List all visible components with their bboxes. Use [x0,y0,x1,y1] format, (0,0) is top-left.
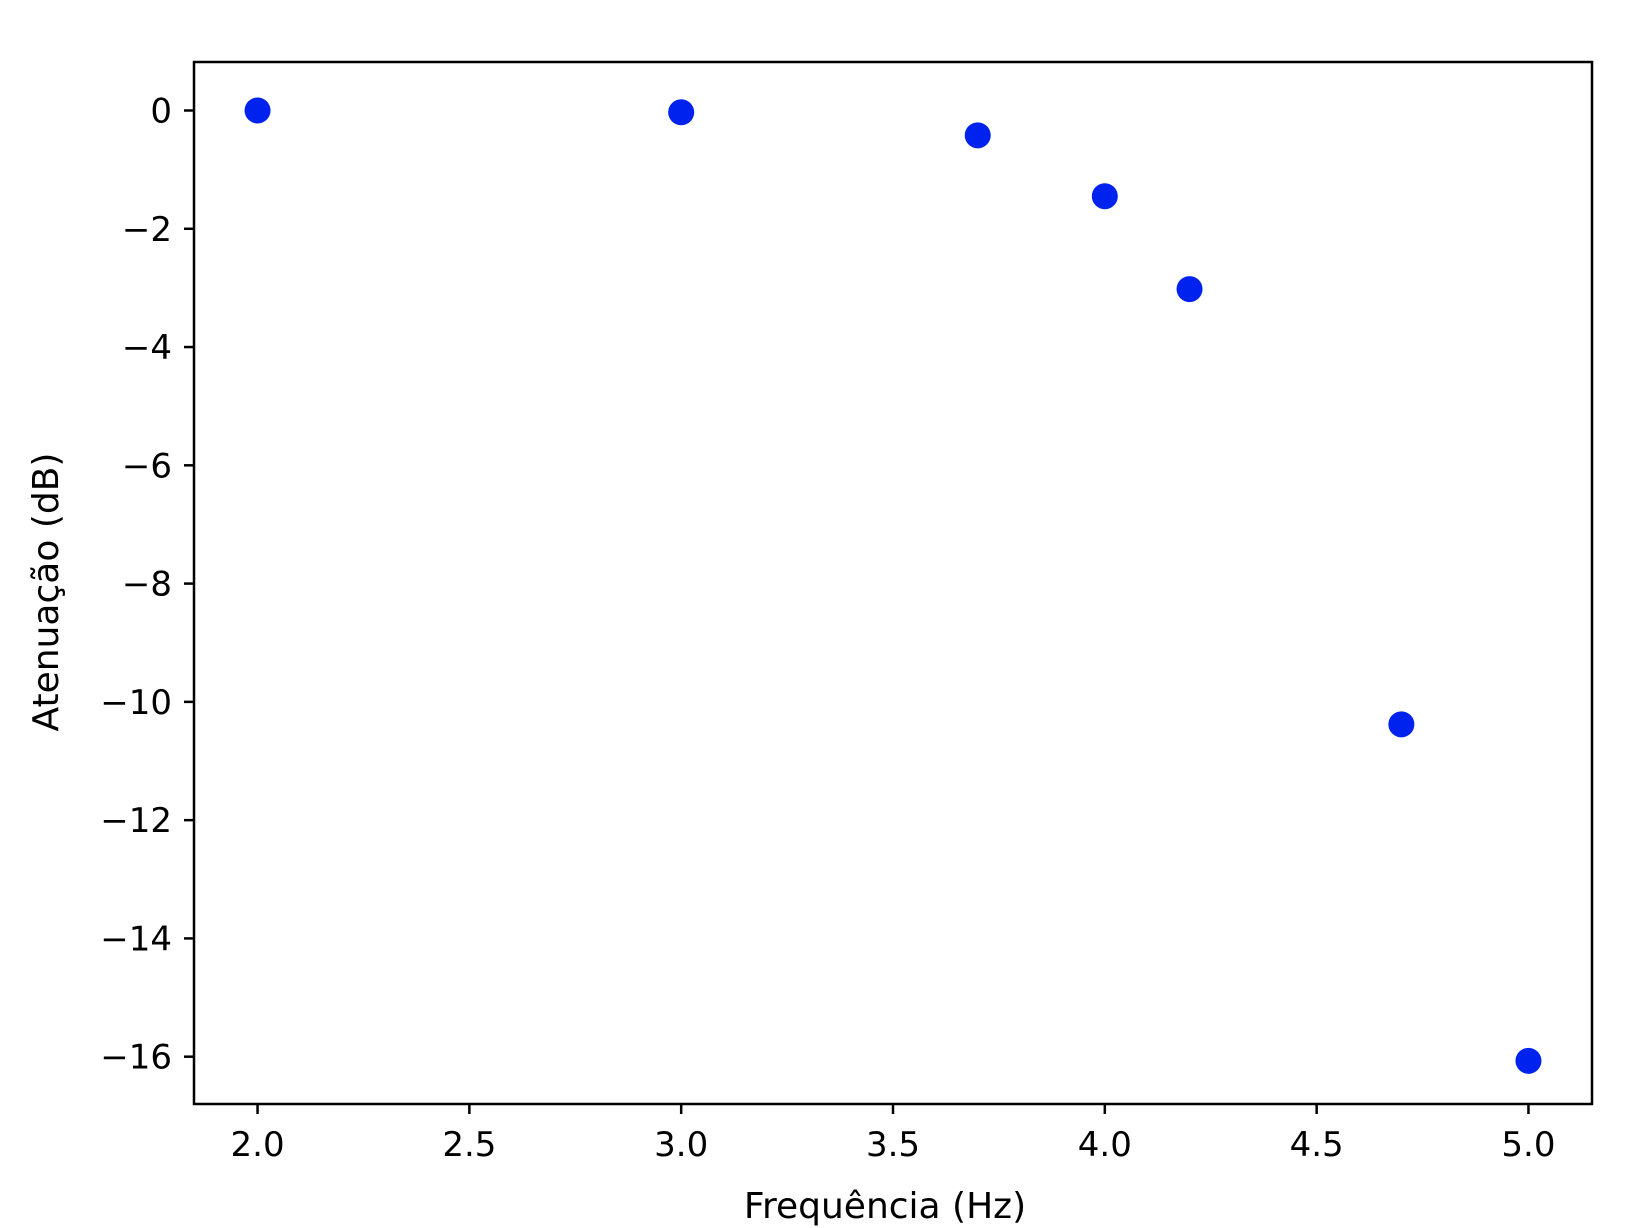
data-point [1176,276,1203,303]
data-point [1388,711,1415,738]
x-tick-label: 3.0 [654,1125,708,1165]
y-tick-label: −4 [122,328,172,368]
x-axis-ticks: 2.0 2.5 3.0 3.5 4.0 4.5 5.0 [231,1104,1555,1165]
x-tick-label: 4.0 [1078,1125,1132,1165]
data-point [1091,183,1118,210]
x-tick-label: 3.5 [866,1125,920,1165]
x-tick-label: 5.0 [1501,1125,1555,1165]
x-tick-label: 2.5 [442,1125,496,1165]
data-points [244,97,1542,1074]
data-point [244,97,271,124]
y-tick-label: −12 [100,801,172,841]
y-axis-label: Atenuação (dB) [26,453,67,732]
x-tick-label: 2.0 [231,1125,285,1165]
y-axis-ticks: 0 −2 −4 −6 −8 −10 −12 −14 −16 [100,91,194,1078]
y-tick-label: −2 [122,210,172,250]
data-point [668,99,695,126]
y-tick-label: −8 [122,565,172,605]
x-axis-label: Frequência (Hz) [744,1186,1026,1227]
y-tick-label: 0 [150,91,172,131]
y-tick-label: −10 [100,683,172,723]
y-tick-label: −6 [122,446,172,486]
plot-area [192,60,1594,1106]
data-point [964,122,991,149]
y-tick-label: −14 [100,919,172,959]
data-point [1515,1047,1542,1074]
y-tick-label: −16 [100,1038,172,1078]
x-tick-label: 4.5 [1290,1125,1344,1165]
